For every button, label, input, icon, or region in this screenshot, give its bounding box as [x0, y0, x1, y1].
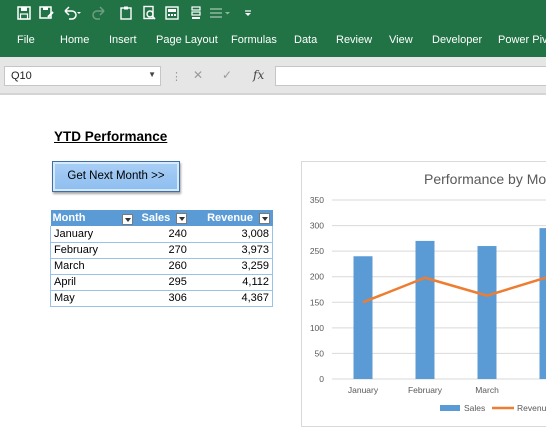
filter-dropdown-icon[interactable] — [121, 213, 133, 225]
cell-revenue[interactable]: 4,112 — [189, 274, 273, 291]
header-revenue[interactable]: Revenue — [189, 210, 273, 226]
cell-sales[interactable]: 240 — [135, 226, 190, 243]
header-month-label: Month — [52, 211, 86, 224]
bar-sales — [539, 228, 546, 379]
clipboard-icon[interactable] — [118, 5, 134, 21]
table-row: March 260 3,259 — [50, 258, 273, 275]
legend-label-sales: Sales — [464, 403, 485, 413]
bar-sales — [353, 256, 373, 379]
y-tick-label: 150 — [310, 297, 324, 307]
formula-bar-grip-icon[interactable]: ⋮ — [171, 71, 182, 83]
ytd-table: Month Sales Revenue January 240 3,008 — [50, 210, 273, 307]
cell-revenue[interactable]: 3,973 — [189, 242, 273, 259]
filter-dropdown-icon[interactable] — [259, 212, 270, 224]
cancel-icon[interactable]: ✕ — [193, 68, 204, 82]
y-tick-label: 300 — [310, 221, 324, 231]
cell-revenue[interactable]: 3,259 — [189, 258, 273, 275]
formula-bar-area: Q10 ▼ ⋮ ✕ ✓ fx — [0, 57, 546, 93]
cell-month[interactable]: May — [50, 290, 136, 307]
chart-title: Performance by Mo — [424, 171, 546, 187]
tab-file[interactable]: File — [17, 34, 35, 46]
tab-view[interactable]: View — [389, 34, 413, 46]
get-next-month-button[interactable]: Get Next Month >> — [52, 161, 180, 192]
list-icon[interactable] — [208, 5, 232, 21]
cell-sales[interactable]: 295 — [135, 274, 190, 291]
cell-month[interactable]: February — [50, 242, 136, 259]
legend-label-revenue: Revenu — [517, 403, 546, 413]
table-row: May 306 4,367 — [50, 290, 273, 307]
header-month[interactable]: Month — [50, 210, 136, 226]
tab-insert[interactable]: Insert — [109, 34, 137, 46]
tab-formulas[interactable]: Formulas — [231, 34, 277, 46]
line-revenue — [362, 276, 546, 304]
header-sales-label: Sales — [141, 212, 171, 224]
undo-icon[interactable] — [62, 5, 82, 21]
x-tick-label: March — [475, 385, 499, 395]
tab-review[interactable]: Review — [336, 34, 373, 46]
cell-revenue[interactable]: 4,367 — [189, 290, 273, 307]
y-tick-label: 50 — [315, 348, 325, 358]
legend-swatch-sales — [440, 405, 460, 411]
enter-icon[interactable]: ✓ — [222, 68, 233, 82]
calculator-icon[interactable] — [164, 5, 180, 21]
tab-home[interactable]: Home — [60, 34, 90, 46]
filter-dropdown-icon[interactable] — [176, 212, 188, 224]
x-tick-label: January — [348, 385, 379, 395]
cell-month[interactable]: January — [50, 226, 136, 243]
y-tick-label: 350 — [310, 195, 324, 205]
table-header-row: Month Sales Revenue — [50, 210, 273, 226]
ribbon-tabs: File Home Insert Page Layout Formulas Da… — [0, 27, 546, 57]
quick-access-toolbar — [0, 0, 546, 27]
tab-developer[interactable]: Developer — [432, 34, 483, 46]
y-tick-label: 0 — [319, 374, 324, 384]
name-box-value: Q10 — [11, 70, 32, 82]
worksheet[interactable]: YTD Performance Get Next Month >> Month … — [0, 95, 546, 434]
tab-data[interactable]: Data — [294, 34, 318, 46]
cell-sales[interactable]: 260 — [135, 258, 190, 275]
header-sales[interactable]: Sales — [135, 210, 191, 226]
table-row: January 240 3,008 — [50, 226, 273, 243]
redo-icon[interactable] — [90, 5, 110, 21]
cell-revenue[interactable]: 3,008 — [189, 226, 273, 243]
chart-svg: Performance by Mo 0 50 100 150 200 250 300 350 Ja… — [310, 171, 546, 413]
print-preview-icon[interactable] — [141, 5, 157, 21]
customize-icon[interactable] — [240, 5, 256, 21]
sheet-title: YTD Performance — [54, 129, 168, 144]
cell-sales[interactable]: 306 — [135, 290, 190, 307]
y-tick-label: 100 — [310, 323, 324, 333]
save-icon[interactable] — [16, 5, 32, 21]
performance-chart[interactable]: Performance by Mo 0 50 100 150 200 250 300 350 Ja… — [301, 161, 546, 427]
formula-input[interactable] — [275, 66, 546, 86]
header-revenue-label: Revenue — [207, 212, 253, 224]
tab-power-pivot[interactable]: Power Pivot — [498, 34, 546, 46]
chevron-down-icon[interactable]: ▼ — [148, 70, 156, 79]
bar-sales — [415, 240, 435, 379]
insert-function-icon[interactable]: fx — [253, 68, 265, 82]
y-tick-label: 200 — [310, 272, 324, 282]
sheet-top-divider — [0, 93, 546, 95]
tab-page-layout[interactable]: Page Layout — [156, 34, 218, 46]
cell-month[interactable]: March — [50, 258, 136, 275]
bar-sales — [477, 246, 497, 379]
y-tick-label: 250 — [310, 246, 324, 256]
table-row: February 270 3,973 — [50, 242, 273, 259]
table-row: April 295 4,112 — [50, 274, 273, 291]
form-icon[interactable] — [188, 5, 204, 21]
save-as-icon[interactable] — [38, 5, 54, 21]
name-box[interactable]: Q10 ▼ — [4, 66, 161, 86]
cell-sales[interactable]: 270 — [135, 242, 190, 259]
cell-month[interactable]: April — [50, 274, 136, 291]
x-tick-label: February — [408, 385, 443, 395]
